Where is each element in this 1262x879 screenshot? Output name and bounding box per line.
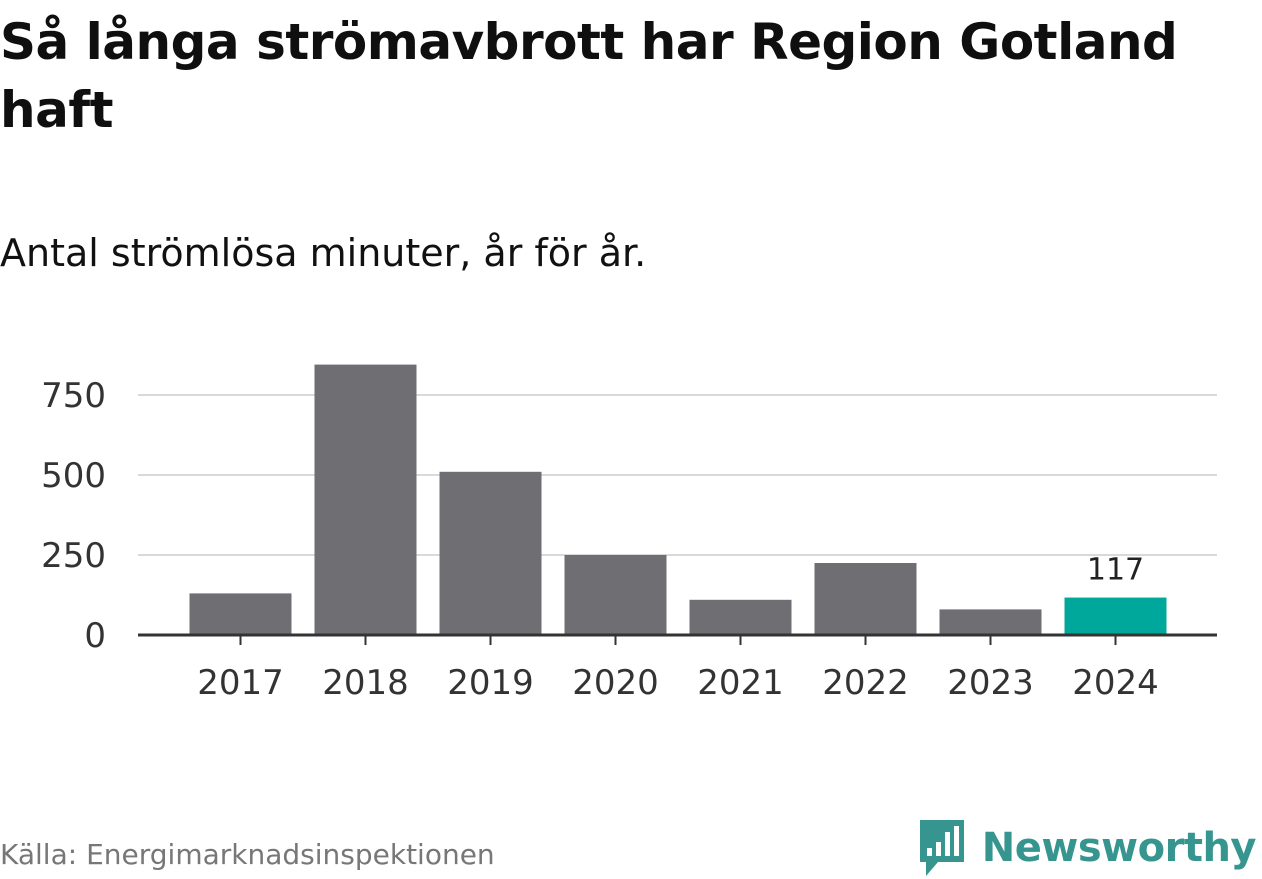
bar-2018	[314, 364, 417, 635]
x-tick-label-2020: 2020	[572, 663, 659, 703]
chart-title: Så långa strömavbrott har Region Gotland…	[0, 13, 1178, 139]
bars	[189, 364, 1167, 635]
bar-2024	[1064, 597, 1167, 635]
x-tick-label-2021: 2021	[697, 663, 784, 703]
bar-2020	[564, 555, 667, 635]
grid-lines	[138, 394, 1217, 556]
bar-chart-speech-bubble-icon	[919, 820, 964, 876]
x-tick-label-2018: 2018	[322, 663, 409, 703]
y-tick-label-500: 500	[41, 456, 106, 496]
y-tick-label-750: 750	[41, 376, 106, 416]
bar-2017	[189, 593, 292, 635]
data-label-2024: 117	[1087, 553, 1144, 588]
x-tick-label-2017: 2017	[197, 663, 284, 703]
x-tick-label-2022: 2022	[822, 663, 909, 703]
x-tick-label-2024: 2024	[1072, 663, 1159, 703]
brand-logo-group: Newsworthy	[918, 818, 1257, 878]
x-tick-label-2019: 2019	[447, 663, 534, 703]
y-tick-label-250: 250	[41, 536, 106, 576]
y-axis-ticks: 0 250 500 750	[41, 376, 106, 656]
bar-2022	[814, 563, 917, 635]
bar-2023	[939, 609, 1042, 635]
y-tick-label-0: 0	[84, 616, 106, 656]
x-axis: 2017 2018 2019 2020 2021 2022 2023 2024	[138, 633, 1217, 703]
brand-name: Newsworthy	[981, 825, 1257, 871]
data-labels: 117	[1087, 553, 1144, 588]
bar-2021	[689, 599, 792, 635]
bar-2019	[439, 471, 542, 635]
source-note: Källa: Energimarknadsinspektionen	[0, 838, 495, 871]
x-tick-label-2023: 2023	[947, 663, 1034, 703]
chart-subtitle: Antal strömlösa minuter, år för år.	[0, 231, 647, 275]
